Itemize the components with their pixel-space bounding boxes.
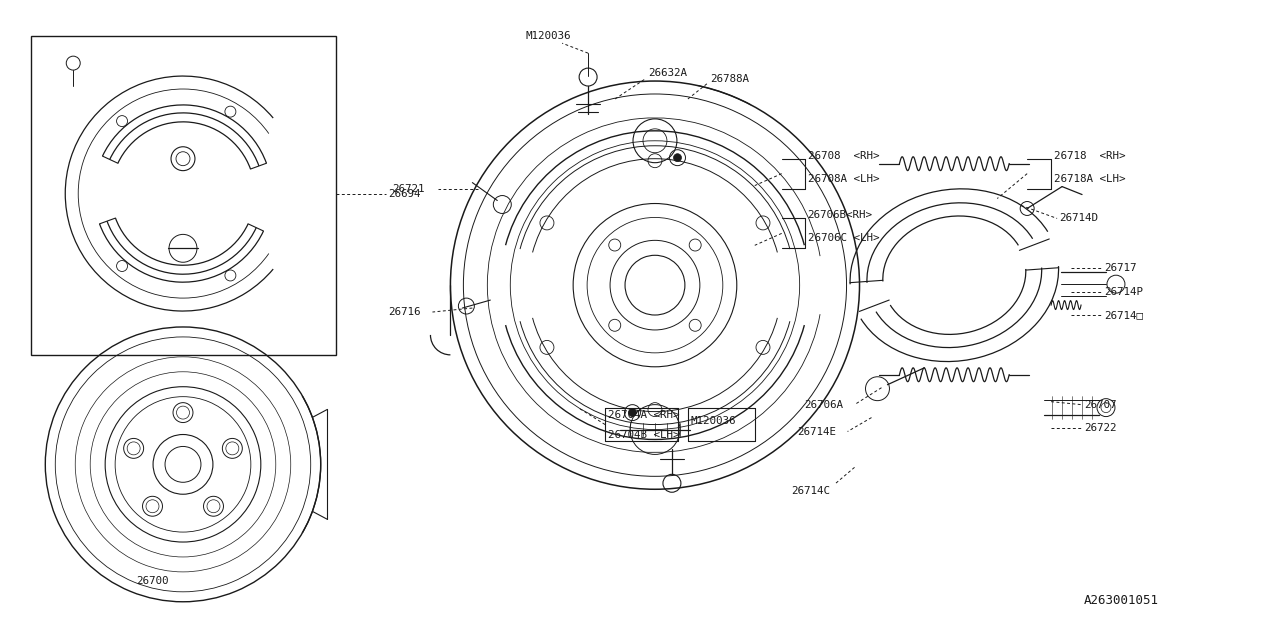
Text: 26704A <RH>: 26704A <RH> [608, 410, 680, 420]
Circle shape [628, 408, 636, 417]
Text: 26708A <LH>: 26708A <LH> [808, 173, 879, 184]
Text: A263001051: A263001051 [1084, 595, 1158, 607]
Text: 26700: 26700 [136, 576, 169, 586]
Bar [31, 36, 335, 355]
Text: 26714P: 26714P [1103, 287, 1143, 297]
Text: 26632A: 26632A [648, 68, 687, 78]
Text: 26717: 26717 [1103, 263, 1137, 273]
Text: 26714D: 26714D [1059, 214, 1098, 223]
Circle shape [673, 154, 681, 162]
Text: 26718  <RH>: 26718 <RH> [1055, 150, 1125, 161]
Text: 26708  <RH>: 26708 <RH> [808, 150, 879, 161]
Text: 26706C <LH>: 26706C <LH> [808, 234, 879, 243]
Text: 26714E: 26714E [797, 426, 837, 436]
Text: 26721: 26721 [393, 184, 425, 193]
Text: 26788A: 26788A [710, 74, 749, 84]
Text: 26704B <LH>: 26704B <LH> [608, 429, 680, 440]
Text: 26694: 26694 [389, 189, 421, 198]
Text: 26716: 26716 [389, 307, 421, 317]
Text: 26707: 26707 [1084, 399, 1116, 410]
Text: M120036: M120036 [691, 415, 736, 426]
Text: M120036: M120036 [525, 31, 571, 41]
Text: 26714C: 26714C [791, 486, 831, 496]
Text: 26722: 26722 [1084, 422, 1116, 433]
Text: 26706A: 26706A [805, 399, 844, 410]
Text: 26714□: 26714□ [1103, 310, 1143, 320]
Text: 26706B<RH>: 26706B<RH> [808, 211, 873, 220]
Text: 26718A <LH>: 26718A <LH> [1055, 173, 1125, 184]
